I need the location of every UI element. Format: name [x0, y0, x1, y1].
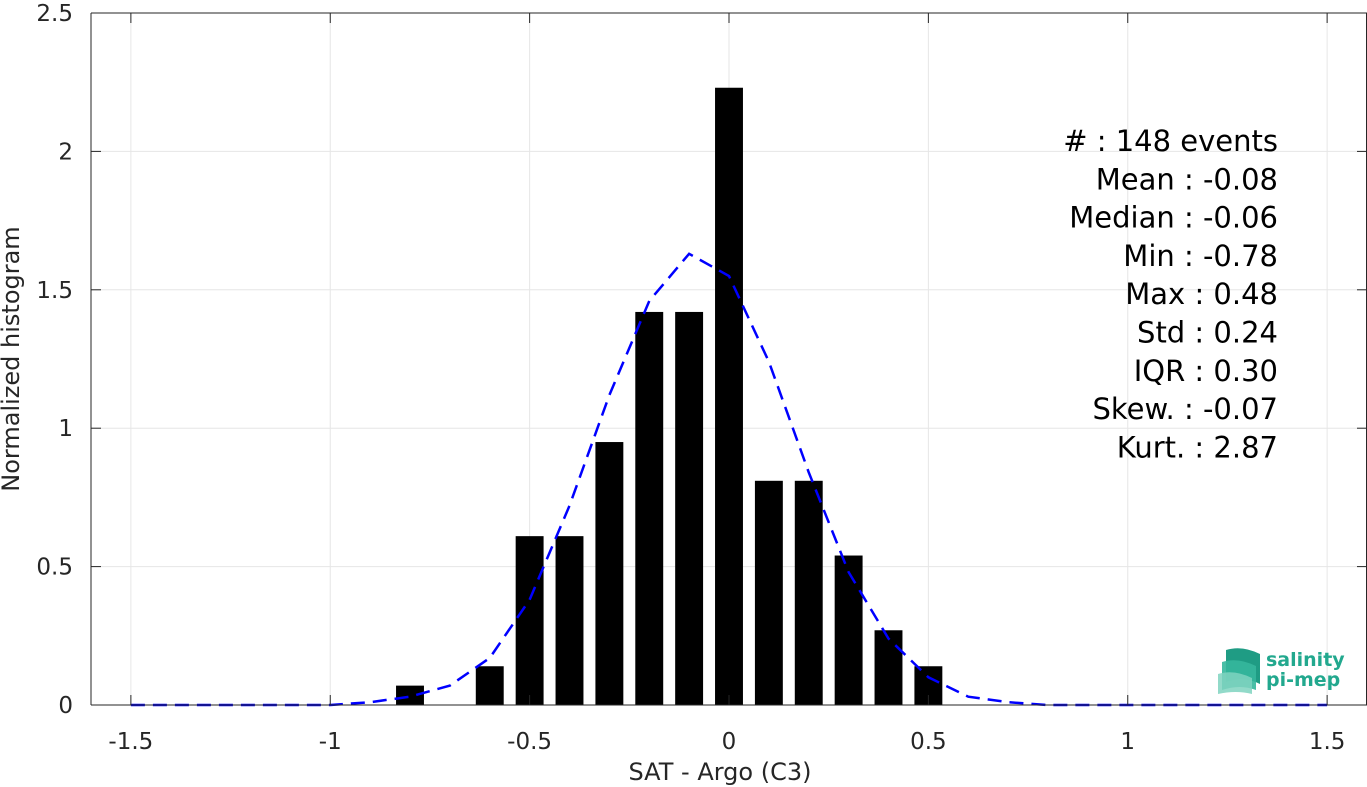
- histogram-bar: [715, 87, 743, 705]
- x-tick-label: -0.5: [507, 729, 552, 755]
- y-tick-label: 0: [58, 693, 73, 719]
- x-axis-label: SAT - Argo (C3): [629, 758, 812, 786]
- histogram-bar: [874, 630, 903, 705]
- x-axis-ticks: -1.5 -1 -0.5 0 0.5 1 1.5: [108, 13, 1345, 755]
- histogram-bar: [396, 685, 424, 705]
- y-tick-label: 0.5: [36, 555, 73, 581]
- y-axis-ticks: 0 0.5 1 1.5 2 2.5: [36, 1, 1367, 719]
- stat-line: Kurt. : 2.87: [1117, 430, 1278, 464]
- histogram-bar: [475, 666, 504, 705]
- y-tick-label: 2: [58, 139, 73, 165]
- salinity-pi-mep-logo: salinity pi-mep: [1218, 648, 1345, 694]
- histogram-bar: [794, 480, 823, 705]
- y-tick-label: 1: [58, 416, 73, 442]
- y-axis-label: Normalized histogram: [0, 226, 25, 491]
- histogram-bar: [555, 536, 584, 705]
- histogram-bar: [515, 536, 544, 705]
- histogram-bars: [396, 87, 943, 705]
- stat-line: Min : -0.78: [1123, 239, 1278, 273]
- stat-line: Skew. : -0.07: [1092, 392, 1278, 426]
- histogram-bar: [754, 480, 783, 705]
- histogram-bar: [675, 311, 704, 705]
- logo-line1: salinity: [1266, 649, 1345, 671]
- x-tick-label: 1.5: [1309, 729, 1346, 755]
- x-tick-label: 0: [722, 729, 737, 755]
- stat-line: Max : 0.48: [1125, 277, 1278, 311]
- y-tick-label: 2.5: [36, 1, 73, 27]
- stat-line: IQR : 0.30: [1134, 354, 1278, 388]
- stats-box: # : 148 events Mean : -0.08 Median : -0.06…: [1063, 124, 1278, 464]
- x-tick-label: 0.5: [910, 729, 947, 755]
- logo-mark-icon: [1218, 648, 1260, 694]
- histogram-bar: [595, 442, 624, 705]
- x-tick-label: 1: [1120, 729, 1135, 755]
- logo-line2: pi-mep: [1266, 669, 1340, 691]
- stat-line: # : 148 events: [1063, 124, 1278, 158]
- histogram-bar: [635, 311, 664, 705]
- x-tick-label: -1.5: [108, 729, 153, 755]
- stat-line: Median : -0.06: [1069, 201, 1278, 235]
- stat-line: Std : 0.24: [1137, 316, 1278, 350]
- stat-line: Mean : -0.08: [1096, 162, 1278, 196]
- y-tick-label: 1.5: [36, 278, 73, 304]
- histogram-bar: [834, 555, 863, 705]
- x-tick-label: -1: [319, 729, 342, 755]
